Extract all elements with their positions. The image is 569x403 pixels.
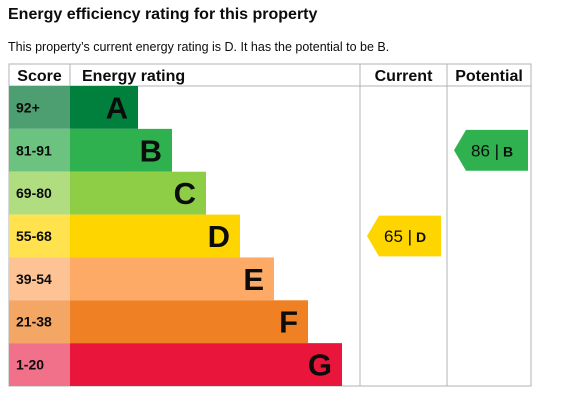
current-band-letter: D — [412, 229, 426, 245]
potential-rating-arrow: 86 | B — [454, 129, 528, 171]
band-row-d: 55-68 D — [9, 214, 240, 258]
chart-headers: Score Energy rating Current Potential — [17, 68, 523, 85]
potential-arrow-shape — [454, 129, 528, 171]
band-row-e: 39-54 E — [9, 257, 274, 301]
current-score-value: 65 | — [384, 227, 412, 246]
rating-arrows: 65 | D 86 | B — [367, 129, 528, 257]
band-letter-b: B — [140, 133, 162, 168]
page-heading: Energy efficiency rating for this proper… — [8, 6, 318, 23]
score-label-d: 55-68 — [16, 228, 52, 244]
band-bar-e — [70, 257, 274, 301]
band-row-a: 92+ A — [9, 86, 138, 129]
score-cell-b — [9, 128, 70, 172]
potential-score-value: 86 | — [471, 141, 499, 160]
header-potential: Potential — [455, 68, 523, 85]
band-letter-c: C — [174, 176, 196, 211]
score-cell-c — [9, 171, 70, 215]
band-bar-b — [70, 128, 172, 172]
score-cell-d — [9, 214, 70, 258]
score-cell-a — [9, 86, 70, 129]
score-label-c: 69-80 — [16, 185, 52, 201]
header-current: Current — [375, 68, 433, 85]
band-row-g: 1-20 G — [9, 343, 342, 386]
rating-summary: This property’s current energy rating is… — [8, 40, 390, 54]
band-bar-g — [70, 343, 342, 386]
band-letter-f: F — [279, 305, 298, 340]
potential-band-letter: B — [499, 143, 513, 159]
current-rating-arrow: 65 | D — [367, 215, 441, 257]
band-bar-f — [70, 300, 308, 344]
rating-bands: 92+ A 81-91 B 69-80 C 55-68 D 39-54 E 21-38 F 1-20 G — [9, 86, 342, 386]
header-energy-rating: Energy rating — [82, 68, 185, 85]
band-bar-c — [70, 171, 206, 215]
score-cell-f — [9, 300, 70, 344]
band-bar-d — [70, 214, 240, 258]
score-label-e: 39-54 — [16, 271, 52, 287]
potential-rating-label: 86 | B — [471, 141, 513, 160]
score-label-a: 92+ — [16, 99, 40, 115]
band-row-f: 21-38 F — [9, 300, 308, 344]
band-letter-e: E — [243, 262, 264, 297]
band-row-b: 81-91 B — [9, 128, 172, 172]
score-cell-g — [9, 343, 70, 386]
band-letter-d: D — [208, 219, 230, 254]
current-arrow-shape — [367, 215, 441, 257]
band-letter-a: A — [106, 90, 128, 125]
score-label-b: 81-91 — [16, 142, 52, 158]
band-bar-a — [70, 86, 138, 129]
score-label-f: 21-38 — [16, 314, 52, 330]
score-label-g: 1-20 — [16, 357, 44, 373]
header-score: Score — [17, 68, 62, 85]
band-letter-g: G — [308, 348, 332, 383]
current-rating-label: 65 | D — [384, 227, 426, 246]
score-cell-e — [9, 257, 70, 301]
band-row-c: 69-80 C — [9, 171, 206, 215]
